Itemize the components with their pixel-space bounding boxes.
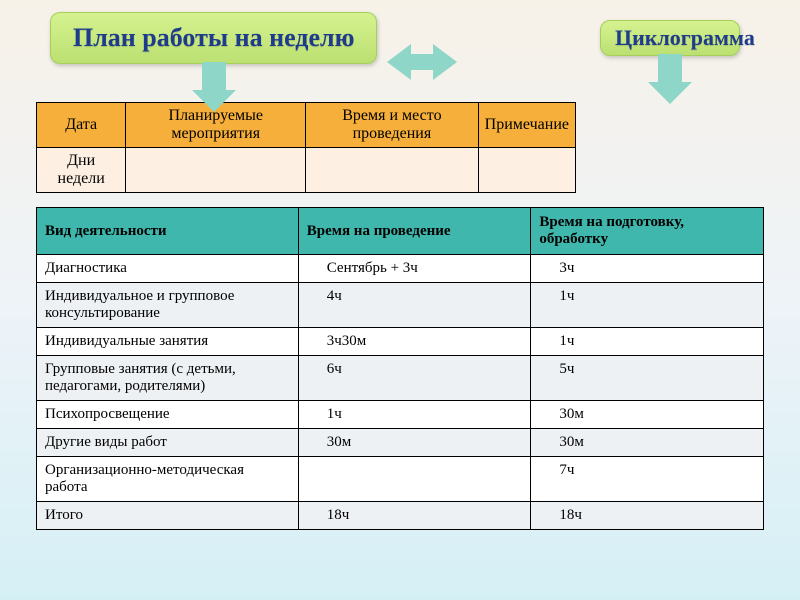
table-header-cell: Примечание	[478, 103, 575, 148]
main-title-text: План работы на неделю	[73, 23, 354, 52]
table-cell: 5ч	[531, 356, 764, 401]
table-cell: Групповые занятия (с детьми, педагогами,…	[37, 356, 299, 401]
table-cell	[126, 148, 306, 193]
arrow-stem	[202, 62, 226, 90]
table-cell: Индивидуальные занятия	[37, 328, 299, 356]
table-header-cell: Время на подготовку, обработку	[531, 208, 764, 255]
table-header-cell: Время на проведение	[298, 208, 531, 255]
side-title-column: Циклограмма	[600, 20, 740, 104]
side-title-card: Циклограмма	[600, 20, 740, 56]
table-cell: Сентябрь + 3ч	[298, 255, 531, 283]
table-cell: Психопросвещение	[37, 401, 299, 429]
table-row: Итого18ч18ч	[37, 502, 764, 530]
arrow-stem	[658, 54, 682, 82]
activity-table: Вид деятельностиВремя на проведениеВремя…	[36, 207, 764, 530]
table-cell: Итого	[37, 502, 299, 530]
plan-table-body: Дни недели	[37, 148, 576, 193]
arrow-left-head	[387, 44, 411, 80]
table-cell: 30м	[531, 429, 764, 457]
table-cell: 6ч	[298, 356, 531, 401]
activity-table-head: Вид деятельностиВремя на проведениеВремя…	[37, 208, 764, 255]
table-cell: Другие виды работ	[37, 429, 299, 457]
table-cell: 18ч	[531, 502, 764, 530]
table-cell: Индивидуальное и групповое консультирова…	[37, 283, 299, 328]
table-row: Индивидуальное и групповое консультирова…	[37, 283, 764, 328]
table-row: Организационно-методическая работа 7ч	[37, 457, 764, 502]
table-row: Дни недели	[37, 148, 576, 193]
table-cell: 1ч	[298, 401, 531, 429]
table-row: Психопросвещение1ч30м	[37, 401, 764, 429]
table-cell	[306, 148, 478, 193]
table-header-cell: Вид деятельности	[37, 208, 299, 255]
table-cell: 18ч	[298, 502, 531, 530]
table-cell	[478, 148, 575, 193]
table-cell: 30м	[298, 429, 531, 457]
side-title-text: Циклограмма	[615, 25, 755, 50]
table-cell: Дни недели	[37, 148, 126, 193]
table-cell: 3ч30м	[298, 328, 531, 356]
plan-table: ДатаПланируемые мероприятияВремя и место…	[36, 102, 576, 193]
double-arrow-icon	[387, 44, 457, 80]
table-cell: 30м	[531, 401, 764, 429]
table-cell: Организационно-методическая работа	[37, 457, 299, 502]
table-header-row: Вид деятельностиВремя на проведениеВремя…	[37, 208, 764, 255]
arrow-head	[648, 82, 692, 104]
table-cell: 4ч	[298, 283, 531, 328]
main-title-column: План работы на неделю	[50, 12, 377, 112]
header-row: План работы на неделю Циклограмма	[0, 0, 800, 118]
table-row: ДиагностикаСентябрь + 3ч3ч	[37, 255, 764, 283]
down-arrow-side-icon	[648, 54, 692, 104]
table-cell: 1ч	[531, 328, 764, 356]
table-cell: 3ч	[531, 255, 764, 283]
table-row: Другие виды работ30м30м	[37, 429, 764, 457]
arrow-bar	[411, 54, 433, 70]
activity-table-body: ДиагностикаСентябрь + 3ч3чИндивидуальное…	[37, 255, 764, 530]
arrow-right-head	[433, 44, 457, 80]
table-cell: Диагностика	[37, 255, 299, 283]
down-arrow-main-icon	[192, 62, 236, 112]
tables-container: ДатаПланируемые мероприятияВремя и место…	[0, 102, 800, 530]
table-cell: 1ч	[531, 283, 764, 328]
table-row: Индивидуальные занятия3ч30м1ч	[37, 328, 764, 356]
main-title-card: План работы на неделю	[50, 12, 377, 64]
table-cell	[298, 457, 531, 502]
table-cell: 7ч	[531, 457, 764, 502]
table-row: Групповые занятия (с детьми, педагогами,…	[37, 356, 764, 401]
